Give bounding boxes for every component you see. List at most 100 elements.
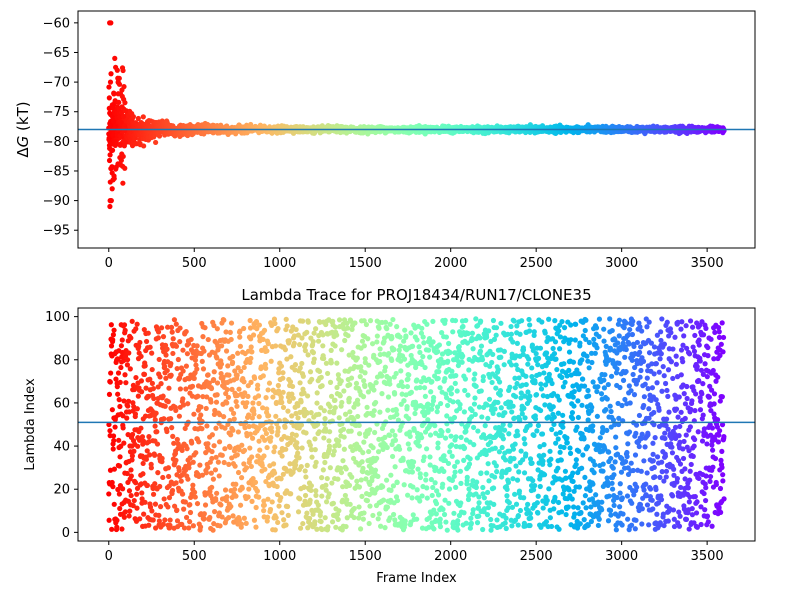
lambda-point xyxy=(110,484,116,490)
lambda-point xyxy=(312,436,318,442)
lambda-point xyxy=(315,338,322,344)
lambda-point xyxy=(115,370,122,376)
lambda-point xyxy=(191,375,197,381)
lambda-point xyxy=(208,385,215,392)
lambda-point xyxy=(318,518,324,525)
lambda-point xyxy=(219,452,225,458)
lambda-point xyxy=(184,351,191,357)
lambda-point xyxy=(183,363,189,369)
lambda-point xyxy=(138,389,145,395)
lambda-point xyxy=(165,465,172,471)
lambda-point xyxy=(297,525,304,531)
dg-y-label-g: G xyxy=(14,136,32,148)
x-tick-label: 1000 xyxy=(263,256,296,271)
lambda-point xyxy=(235,429,241,435)
lambda-point xyxy=(110,446,116,452)
lambda-point xyxy=(122,327,128,334)
lambda-point xyxy=(127,508,133,514)
lambda-point xyxy=(171,317,178,323)
lambda-point xyxy=(190,459,196,465)
lambda-point xyxy=(157,504,164,510)
lambda-point xyxy=(226,461,232,467)
lambda-point xyxy=(173,457,179,463)
lambda-point xyxy=(280,389,286,395)
lambda-point xyxy=(162,403,168,409)
lambda-point xyxy=(144,482,151,489)
lambda-point xyxy=(313,492,319,498)
lambda-point xyxy=(116,437,122,443)
lambda-point xyxy=(190,523,196,529)
lambda-point xyxy=(230,427,236,433)
lambda-point xyxy=(266,413,272,419)
lambda-point xyxy=(250,400,256,406)
lambda-point xyxy=(145,330,151,336)
lambda-point xyxy=(185,401,191,407)
lambda-point xyxy=(208,470,214,476)
lambda-point xyxy=(168,416,174,422)
lambda-point xyxy=(249,349,255,355)
lambda-point xyxy=(225,394,232,400)
lambda-point xyxy=(200,334,206,340)
lambda-point xyxy=(173,321,179,327)
lambda-point xyxy=(233,481,239,487)
lambda-point xyxy=(214,380,221,386)
lambda-point xyxy=(187,502,193,508)
lambda-point xyxy=(199,358,205,365)
lambda-point xyxy=(309,454,315,460)
lambda-point xyxy=(122,509,128,515)
lambda-point xyxy=(200,366,207,372)
lambda-point xyxy=(123,380,129,386)
lambda-point xyxy=(160,334,167,340)
lambda-point xyxy=(318,374,324,380)
lambda-point xyxy=(264,348,270,354)
lambda-point xyxy=(138,425,144,431)
lambda-point xyxy=(278,394,284,400)
lambda-point xyxy=(184,446,190,452)
lambda-point xyxy=(122,372,128,378)
lambda-point xyxy=(192,494,198,500)
lambda-point xyxy=(201,348,207,354)
y-tick-label: −95 xyxy=(43,224,70,239)
lambda-point xyxy=(316,368,323,375)
lambda-point xyxy=(237,502,244,508)
lambda-point xyxy=(251,517,258,523)
lambda-point xyxy=(207,514,213,521)
lambda-point xyxy=(162,517,168,523)
lambda-point xyxy=(228,503,234,510)
lambda-point xyxy=(202,325,208,331)
lambda-point xyxy=(110,433,117,439)
dg-point xyxy=(141,143,147,149)
lambda-point xyxy=(108,370,114,376)
lambda-point xyxy=(214,490,220,496)
lambda-point xyxy=(224,386,230,393)
lambda-point xyxy=(160,393,166,399)
lambda-point xyxy=(134,505,140,511)
lambda-point xyxy=(270,461,277,467)
lambda-point xyxy=(125,403,131,409)
lambda-point xyxy=(211,369,217,375)
lambda-point xyxy=(255,382,261,388)
lambda-point xyxy=(283,446,289,452)
lambda-point xyxy=(180,347,186,353)
lambda-point xyxy=(275,326,281,332)
lambda-point xyxy=(272,444,278,450)
lambda-point xyxy=(107,428,113,434)
lambda-point xyxy=(106,391,113,397)
lambda-point xyxy=(128,335,134,341)
lambda-point xyxy=(302,492,309,499)
lambda-point xyxy=(272,320,278,327)
lambda-point xyxy=(180,396,186,402)
lambda-point xyxy=(137,516,143,522)
lambda-point xyxy=(280,404,287,411)
lambda-point xyxy=(152,481,158,487)
lambda-point xyxy=(314,400,320,406)
lambda-point xyxy=(302,348,308,354)
lambda-point xyxy=(151,452,158,458)
lambda-point xyxy=(248,344,254,350)
dg-outlier-point xyxy=(108,198,114,204)
lambda-point xyxy=(319,475,325,481)
dg-y-axis-label: ΔG (kT) xyxy=(14,101,32,157)
lambda-point xyxy=(176,413,182,419)
lambda-point xyxy=(147,344,153,350)
lambda-point xyxy=(160,474,166,481)
